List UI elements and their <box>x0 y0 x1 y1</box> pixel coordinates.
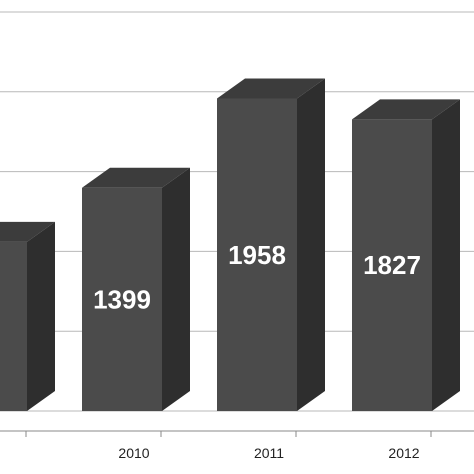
bar-front <box>352 119 432 411</box>
x-tick-label: 2010 <box>118 445 149 461</box>
bar-top <box>0 221 55 242</box>
data-label: 1827 <box>363 250 421 280</box>
bar-top <box>352 99 460 120</box>
bar <box>82 167 190 411</box>
bars <box>0 78 460 411</box>
labels: 2139920101958201118272012 <box>93 240 421 461</box>
bar-top <box>217 78 325 99</box>
bar <box>352 99 460 411</box>
bar-front <box>0 241 27 411</box>
bar <box>0 221 55 411</box>
bar-side <box>27 221 55 411</box>
bar-front <box>82 187 162 411</box>
x-axis <box>0 430 474 437</box>
bar-front <box>217 98 297 411</box>
bar-side <box>162 167 190 411</box>
x-tick-label: 2011 <box>254 445 284 461</box>
x-tick-label: 2012 <box>388 445 419 461</box>
bar-side <box>297 78 325 411</box>
bar <box>217 78 325 411</box>
bar-side <box>432 99 460 411</box>
data-label: 1958 <box>228 240 286 270</box>
bar-top <box>82 167 190 188</box>
data-label: 1399 <box>93 284 151 314</box>
